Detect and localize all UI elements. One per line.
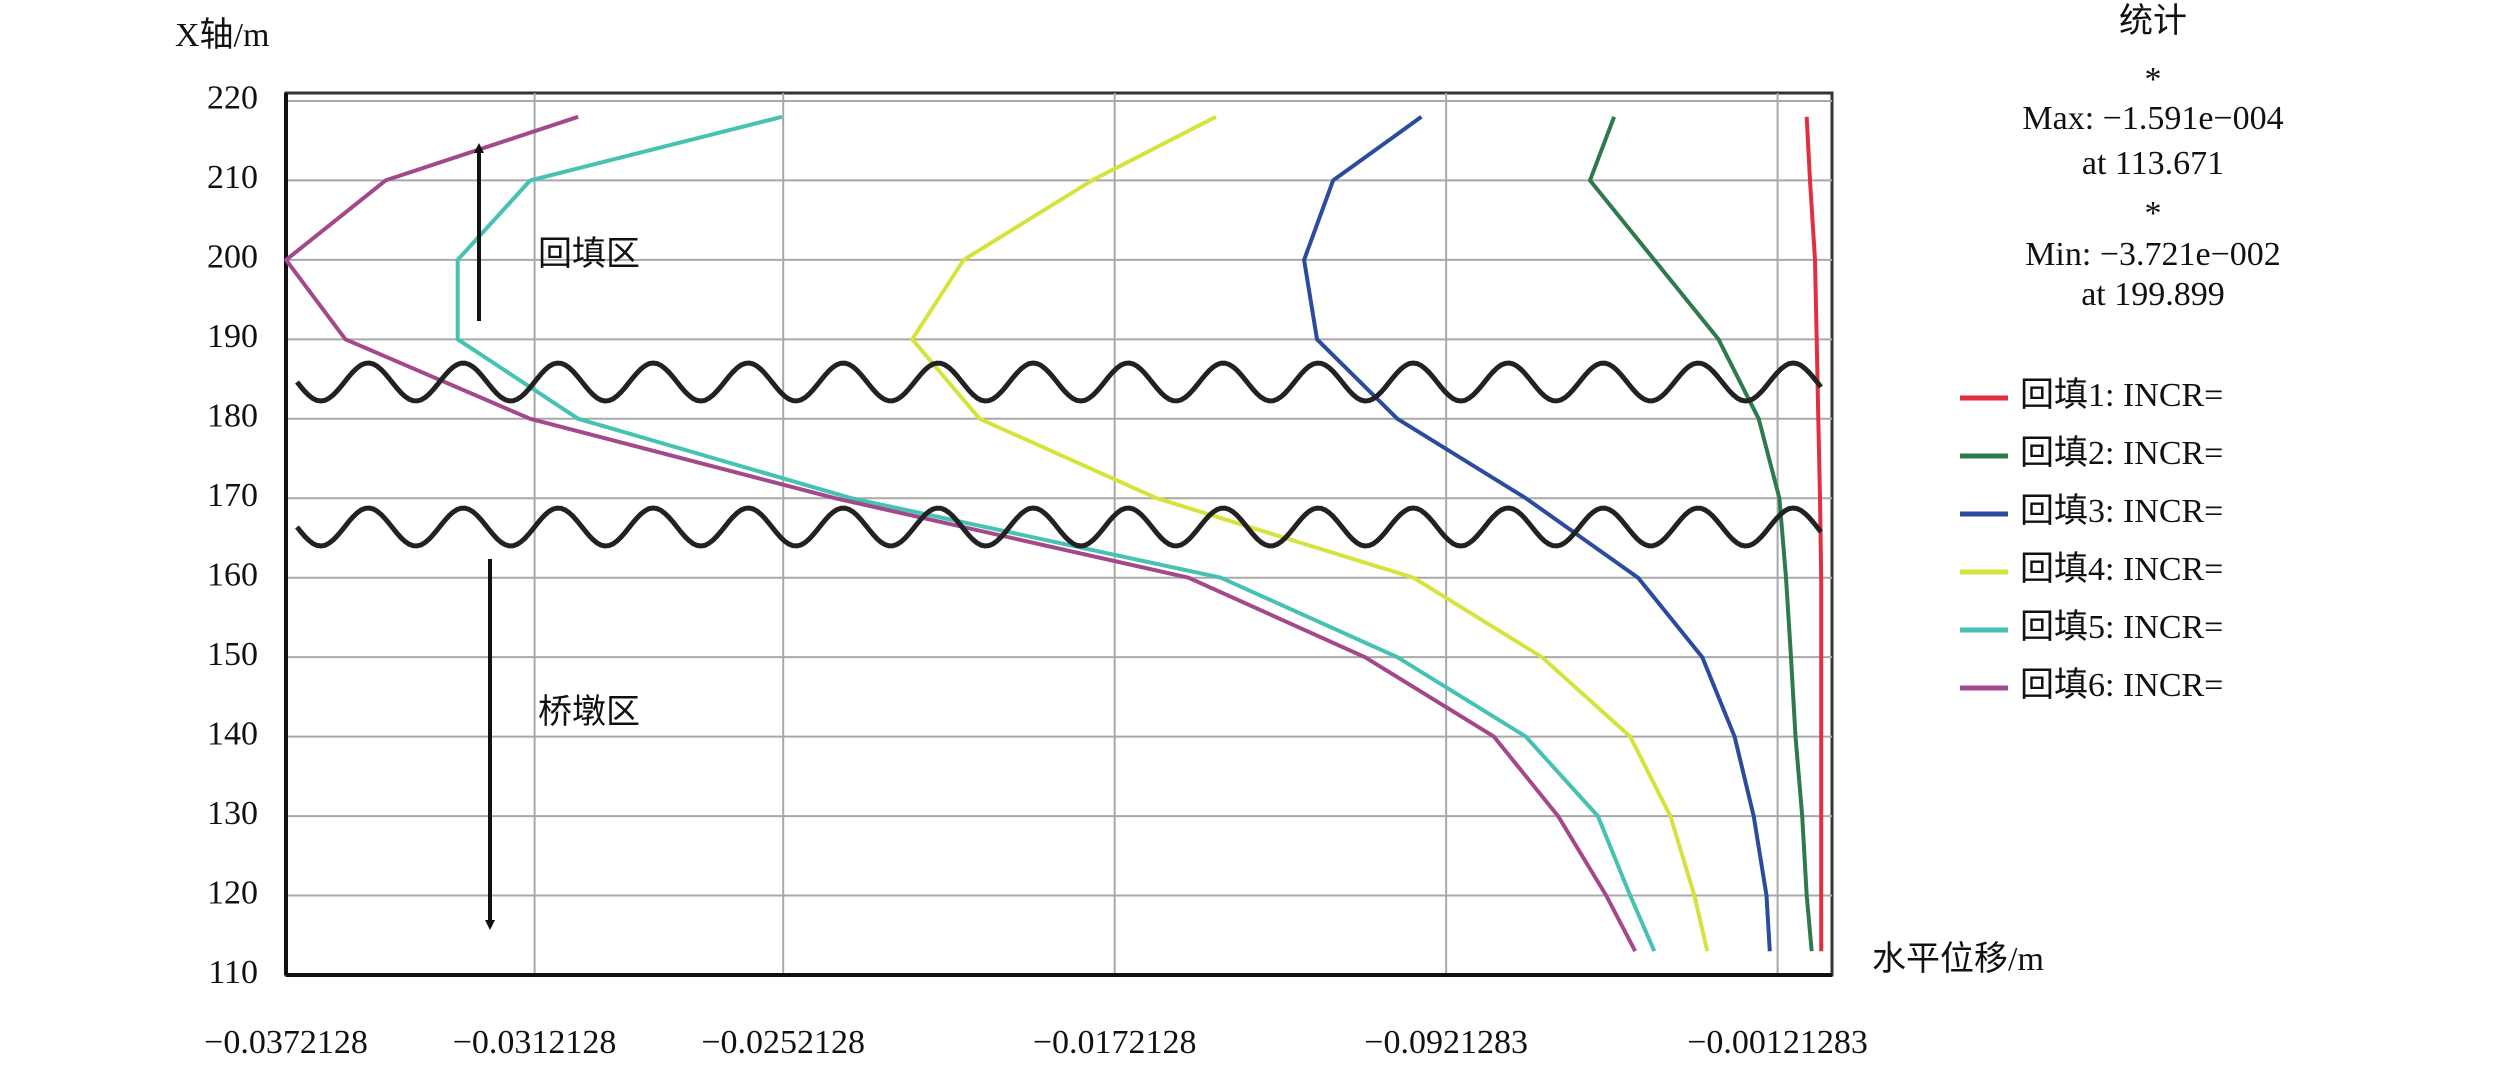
x-tick-label: −0.0372128 (204, 1024, 368, 1061)
legend-label: 回填2: INCR= (2020, 434, 2223, 472)
y-tick-label: 180 (207, 398, 258, 435)
legend-label: 回填5: INCR= (2020, 608, 2223, 646)
stats-line: Min: −3.721e−002 (2025, 236, 2281, 273)
plot-area (284, 91, 1834, 977)
data-line (284, 114, 1637, 953)
legend-label: 回填4: INCR= (2020, 550, 2223, 588)
lines (284, 114, 1824, 953)
y-tick-label: 190 (207, 318, 258, 355)
wavy-line (295, 505, 1823, 549)
wavy-line (295, 360, 1823, 404)
y-tick-label: 210 (207, 159, 258, 196)
annotation: 回填区 (538, 235, 640, 273)
y-tick-label: 150 (207, 636, 258, 673)
data-line (455, 114, 1657, 952)
data-line (1588, 116, 1814, 952)
y-tick-label: 220 (207, 80, 258, 117)
grid (284, 91, 1834, 977)
legend-label: 回填6: INCR= (2020, 666, 2223, 704)
stats-line: at 113.671 (2082, 145, 2224, 182)
legend-label: 回填1: INCR= (2020, 376, 2223, 414)
annotation: 桥墩区 (538, 693, 640, 731)
y-tick-label: 130 (207, 795, 258, 832)
x-tick-label: −0.0312128 (453, 1024, 617, 1061)
y-tick-label: 110 (208, 954, 258, 991)
x-tick-label: −0.0921283 (1364, 1024, 1528, 1061)
y-tick-label: 140 (207, 715, 258, 752)
legend-label: 回填3: INCR= (2020, 492, 2223, 530)
y-tick-label: 160 (207, 556, 258, 593)
y-tick-label: 200 (207, 239, 258, 276)
y-tick-label: 120 (207, 874, 258, 911)
y-tick-label: 170 (207, 477, 258, 514)
x-tick-label: −0.0172128 (1033, 1024, 1197, 1061)
data-line (1302, 115, 1772, 952)
x-axis-label: 水平位移/m (1872, 940, 2044, 978)
stats-line: 统计 (2119, 2, 2187, 40)
stats-line: at 199.899 (2081, 276, 2225, 313)
stats-line: Max: −1.591e−004 (2022, 100, 2283, 137)
data-line (1804, 116, 1824, 952)
x-tick-label: −0.00121283 (1687, 1024, 1868, 1061)
stats-line: * (2145, 195, 2162, 232)
overlay: −0.0372128 −0.0312128 −0.0252128 −0.0172128… (204, 2, 2283, 1061)
stats-line: * (2145, 61, 2162, 98)
x-tick-label: −0.0252128 (701, 1024, 865, 1061)
y-axis-label: X轴/m (175, 16, 269, 54)
